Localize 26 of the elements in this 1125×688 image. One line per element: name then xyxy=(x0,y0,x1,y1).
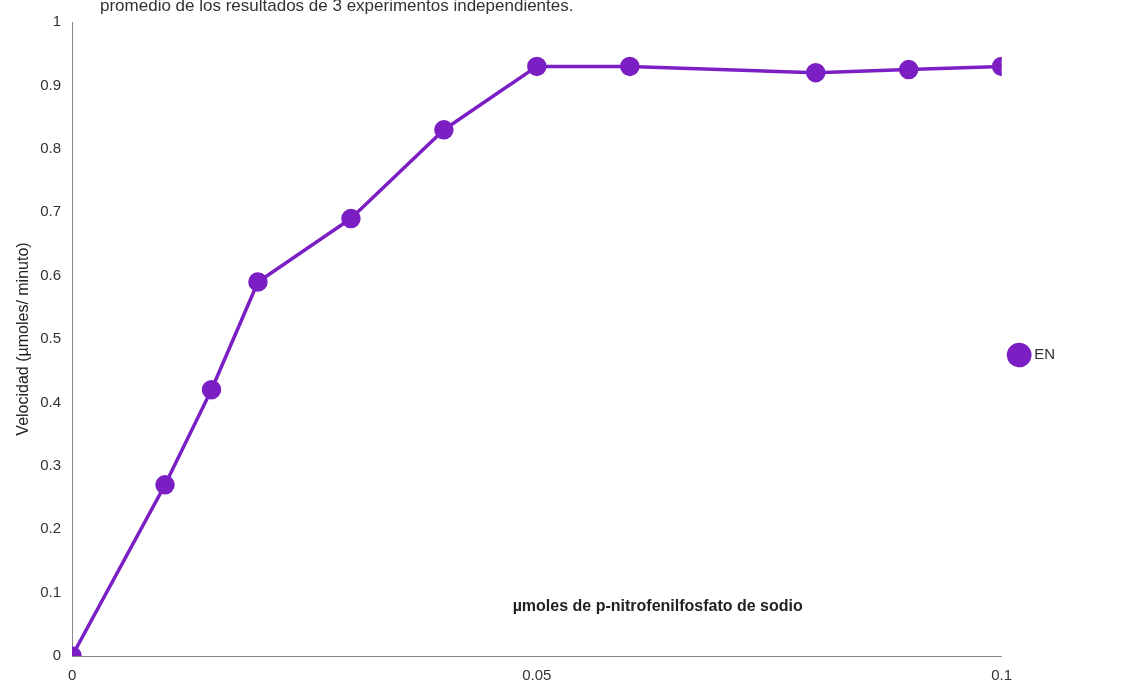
x-tick-label: 0 xyxy=(67,666,77,684)
point xyxy=(620,56,640,77)
point xyxy=(201,379,222,400)
point xyxy=(898,59,919,80)
y-tick-label: 0 xyxy=(52,646,62,664)
y-tick-label: 0.9 xyxy=(40,75,62,93)
legend-label: EN xyxy=(1034,345,1056,363)
y-tick-label: 0.6 xyxy=(40,265,62,283)
y-tick-label: 0.7 xyxy=(40,202,62,220)
y-axis-title: Velocidad (µmoles/ minuto) xyxy=(14,242,32,436)
x-tick-label: 0.05 xyxy=(522,666,552,684)
point xyxy=(248,272,268,292)
y-tick-label: 0.4 xyxy=(40,392,62,410)
y-tick-label: 0.3 xyxy=(40,455,62,473)
point xyxy=(434,120,454,140)
point xyxy=(155,475,175,495)
x-axis-title: µmoles de p-nitrofenilfosfato de sodio xyxy=(512,597,803,614)
point xyxy=(341,208,361,229)
y-tick-label: 0.2 xyxy=(40,519,62,537)
point xyxy=(805,62,826,83)
point xyxy=(527,56,547,77)
y-tick-label: 1 xyxy=(52,12,62,30)
y-tick-label: 0.5 xyxy=(40,329,62,347)
x-tick-label: 0.1 xyxy=(991,666,1013,684)
y-tick-label: 0.8 xyxy=(40,138,62,156)
y-tick-label: 0.1 xyxy=(40,582,62,600)
